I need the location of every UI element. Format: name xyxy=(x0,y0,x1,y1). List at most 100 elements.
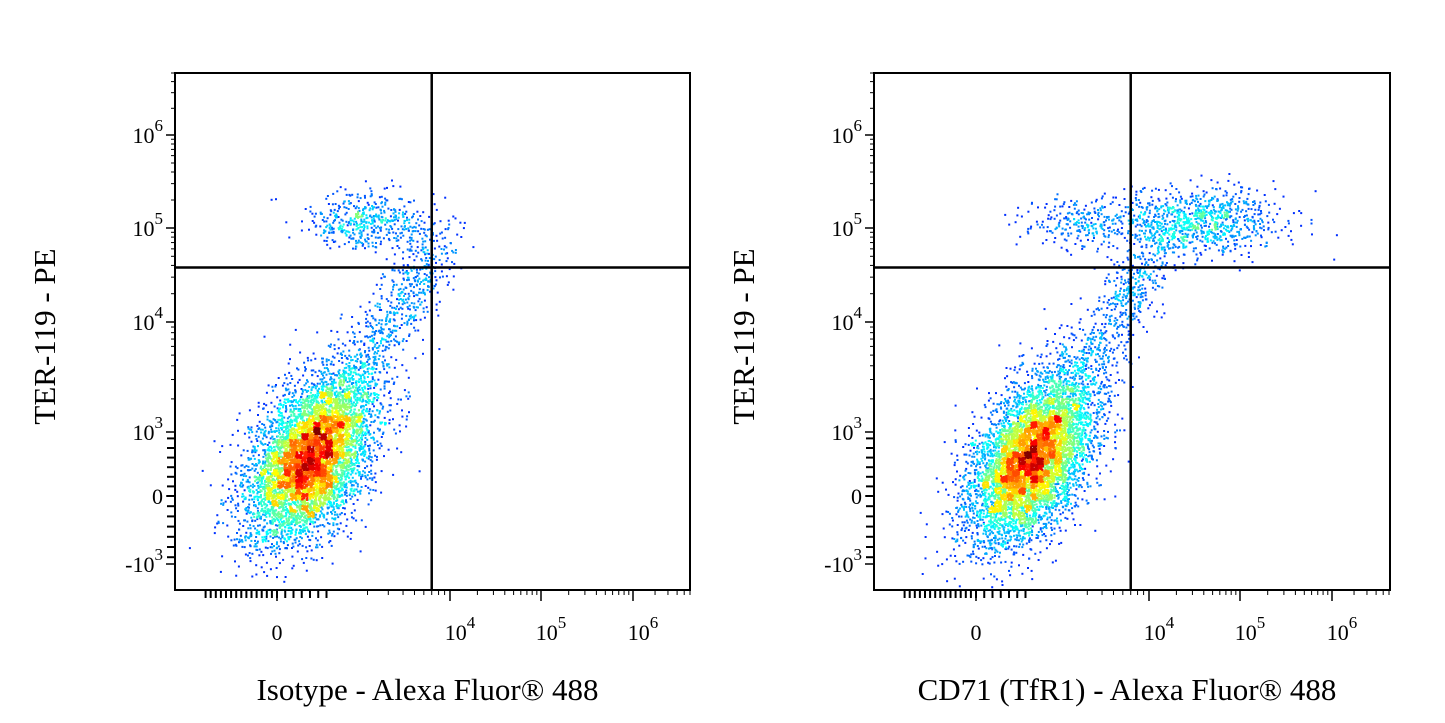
event-dot xyxy=(336,448,339,451)
event-dot xyxy=(300,229,303,232)
event-dot xyxy=(244,519,246,522)
event-dot xyxy=(328,541,331,544)
event-dot xyxy=(284,440,287,443)
event-dot xyxy=(403,219,406,222)
event-dot xyxy=(335,409,338,412)
event-dot xyxy=(338,528,341,531)
event-dot xyxy=(310,502,313,505)
event-dot xyxy=(359,241,362,244)
event-dot xyxy=(432,233,434,236)
event-dot xyxy=(230,461,233,464)
event-dot xyxy=(276,518,279,520)
event-dot xyxy=(272,472,275,474)
event-dot xyxy=(366,216,369,219)
event-dot xyxy=(355,430,358,433)
event-dot xyxy=(387,219,390,222)
event-dot xyxy=(424,259,427,262)
event-dot xyxy=(303,412,305,415)
event-dot xyxy=(379,229,382,232)
event-dot xyxy=(392,288,394,291)
event-dot xyxy=(369,215,371,218)
event-dot xyxy=(344,379,347,382)
event-dot xyxy=(304,412,307,415)
event-dot xyxy=(391,377,394,380)
event-dot xyxy=(367,353,370,356)
event-dot xyxy=(348,423,351,426)
event-dot xyxy=(372,400,375,403)
event-dot xyxy=(353,340,356,342)
event-dot xyxy=(357,440,360,442)
event-dot xyxy=(230,539,233,542)
event-dot xyxy=(348,434,351,437)
event-dot xyxy=(253,515,256,518)
event-dot xyxy=(273,419,276,421)
event-dot xyxy=(315,513,318,516)
event-dot xyxy=(261,528,264,531)
event-dot xyxy=(293,399,296,402)
event-dot xyxy=(341,229,344,232)
event-dot xyxy=(396,447,399,450)
event-dot xyxy=(317,402,320,405)
event-dot xyxy=(310,401,313,404)
event-dot xyxy=(354,360,357,362)
event-dot xyxy=(319,411,322,414)
event-dot xyxy=(325,197,328,200)
event-dot xyxy=(286,427,289,430)
event-dot xyxy=(341,375,344,378)
event-dot xyxy=(320,380,323,383)
event-dot xyxy=(402,288,405,291)
event-dot xyxy=(374,251,377,254)
event-dot xyxy=(322,363,325,366)
event-dot xyxy=(346,434,349,436)
event-dot xyxy=(433,258,436,261)
event-dot xyxy=(330,396,332,399)
event-dot xyxy=(354,447,357,450)
event-dot xyxy=(258,479,261,482)
event-dot xyxy=(367,402,370,405)
event-dot xyxy=(288,502,291,505)
event-dot xyxy=(338,369,341,372)
event-dot xyxy=(364,450,367,453)
event-dot xyxy=(400,317,403,320)
event-dot xyxy=(317,418,319,421)
event-dot xyxy=(297,423,300,426)
event-dot xyxy=(361,244,364,247)
event-dot xyxy=(326,413,329,416)
event-dot xyxy=(342,501,344,503)
event-dot xyxy=(377,225,379,228)
event-dot xyxy=(410,302,413,305)
event-dot xyxy=(397,308,400,311)
event-dot xyxy=(368,349,371,352)
event-dot xyxy=(370,216,373,219)
event-dot xyxy=(401,340,404,343)
event-dot xyxy=(304,431,307,434)
event-dot xyxy=(253,501,255,504)
event-dot xyxy=(344,408,347,411)
event-dot xyxy=(297,521,300,524)
event-dot xyxy=(360,406,363,409)
event-dot xyxy=(251,467,254,470)
event-dot xyxy=(352,229,354,231)
event-dot xyxy=(294,433,297,436)
event-dot xyxy=(294,530,297,533)
event-dot xyxy=(384,197,387,200)
event-dot xyxy=(305,522,308,525)
event-dot xyxy=(280,442,283,445)
event-dot xyxy=(280,502,283,505)
event-dot xyxy=(333,449,335,452)
event-dot xyxy=(369,335,372,338)
event-dot xyxy=(273,545,275,547)
event-dot xyxy=(360,234,363,237)
event-dot xyxy=(319,396,322,399)
event-dot xyxy=(396,245,399,247)
event-dot xyxy=(361,400,364,403)
event-dot xyxy=(327,497,330,500)
event-dot xyxy=(279,414,282,417)
event-dot xyxy=(262,526,265,529)
event-dot xyxy=(354,366,357,368)
event-dot xyxy=(325,467,328,470)
event-dot xyxy=(280,510,283,513)
event-dot xyxy=(341,400,344,403)
event-dot xyxy=(375,330,377,332)
event-dot xyxy=(348,380,351,383)
